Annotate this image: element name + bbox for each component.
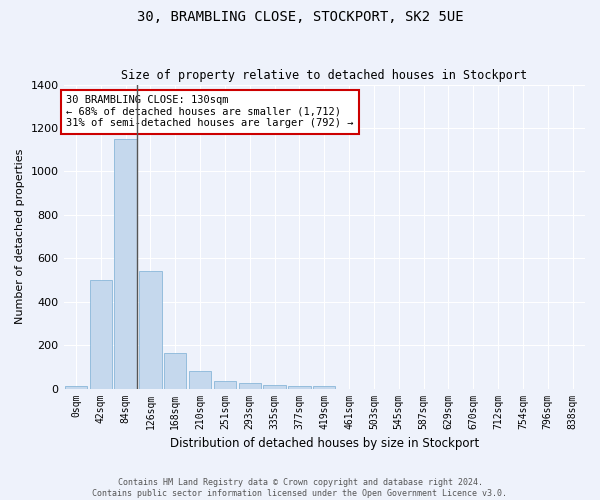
Bar <box>263 384 286 388</box>
Bar <box>288 386 311 388</box>
Text: 30, BRAMBLING CLOSE, STOCKPORT, SK2 5UE: 30, BRAMBLING CLOSE, STOCKPORT, SK2 5UE <box>137 10 463 24</box>
Bar <box>139 272 161 388</box>
X-axis label: Distribution of detached houses by size in Stockport: Distribution of detached houses by size … <box>170 437 479 450</box>
Bar <box>214 382 236 388</box>
Y-axis label: Number of detached properties: Number of detached properties <box>15 149 25 324</box>
Bar <box>65 386 87 388</box>
Bar <box>115 139 137 388</box>
Bar <box>239 382 261 388</box>
Title: Size of property relative to detached houses in Stockport: Size of property relative to detached ho… <box>121 69 527 82</box>
Bar <box>313 386 335 388</box>
Bar <box>189 371 211 388</box>
Text: Contains HM Land Registry data © Crown copyright and database right 2024.
Contai: Contains HM Land Registry data © Crown c… <box>92 478 508 498</box>
Bar <box>164 352 187 388</box>
Text: 30 BRAMBLING CLOSE: 130sqm
← 68% of detached houses are smaller (1,712)
31% of s: 30 BRAMBLING CLOSE: 130sqm ← 68% of deta… <box>66 95 353 128</box>
Bar <box>89 280 112 388</box>
